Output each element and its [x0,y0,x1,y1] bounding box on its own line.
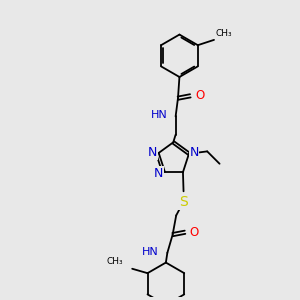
Text: N: N [148,146,157,159]
Text: O: O [195,89,204,102]
Text: N: N [189,146,199,159]
Text: HN: HN [142,247,159,257]
Text: N: N [154,167,163,180]
Text: CH₃: CH₃ [215,29,232,38]
Text: HN: HN [151,110,167,120]
Text: O: O [190,226,199,239]
Text: CH₃: CH₃ [106,257,123,266]
Text: S: S [179,195,188,209]
